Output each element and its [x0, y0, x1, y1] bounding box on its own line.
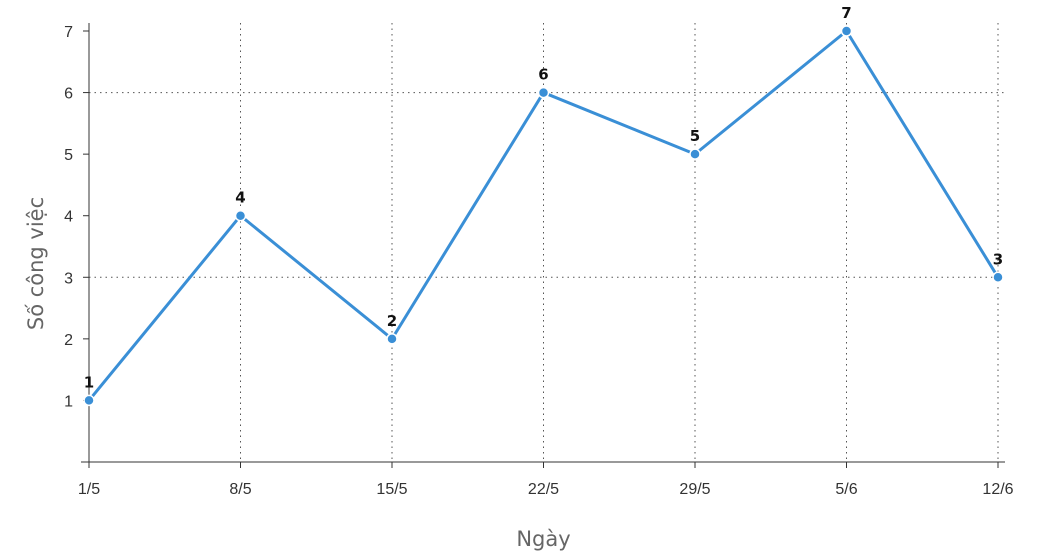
y-tick-labels: 1 2 3 4 5 6 7 — [64, 24, 89, 410]
y-tick-label: 1 — [64, 393, 73, 410]
x-tick-labels: 1/5 8/5 15/5 22/5 29/5 5/6 12/6 — [78, 462, 1014, 498]
data-label: 7 — [841, 4, 851, 22]
data-point[interactable] — [537, 86, 550, 99]
x-tick-label: 12/6 — [982, 481, 1013, 498]
x-axis-title: Ngày — [516, 527, 570, 551]
y-tick-label: 6 — [64, 86, 73, 103]
x-tick-label: 15/5 — [376, 481, 407, 498]
data-label: 6 — [538, 66, 548, 84]
series — [83, 25, 1004, 407]
x-tick-label: 22/5 — [528, 481, 559, 498]
x-tick-label: 29/5 — [679, 481, 710, 498]
x-tick-label: 8/5 — [229, 481, 251, 498]
data-point[interactable] — [689, 148, 701, 160]
data-point[interactable] — [234, 209, 247, 222]
y-tick-label: 7 — [64, 24, 73, 41]
data-label: 4 — [235, 189, 245, 207]
y-tick-label: 2 — [64, 332, 73, 349]
x-tick-label: 5/6 — [835, 481, 857, 498]
y-axis-title: Số công việc — [24, 197, 48, 330]
data-label: 3 — [993, 250, 1003, 268]
data-point[interactable] — [83, 394, 95, 407]
y-tick-label: 4 — [64, 209, 73, 226]
data-labels: 1 4 2 6 5 7 3 — [84, 4, 1003, 391]
data-label: 5 — [690, 127, 700, 145]
data-point[interactable] — [992, 271, 1004, 284]
data-point[interactable] — [386, 333, 398, 345]
data-label: 2 — [387, 312, 397, 330]
data-label: 1 — [84, 373, 94, 391]
y-tick-label: 3 — [64, 270, 73, 287]
data-point[interactable] — [840, 25, 853, 37]
y-tick-label: 5 — [64, 147, 73, 164]
x-tick-label: 1/5 — [78, 481, 100, 498]
